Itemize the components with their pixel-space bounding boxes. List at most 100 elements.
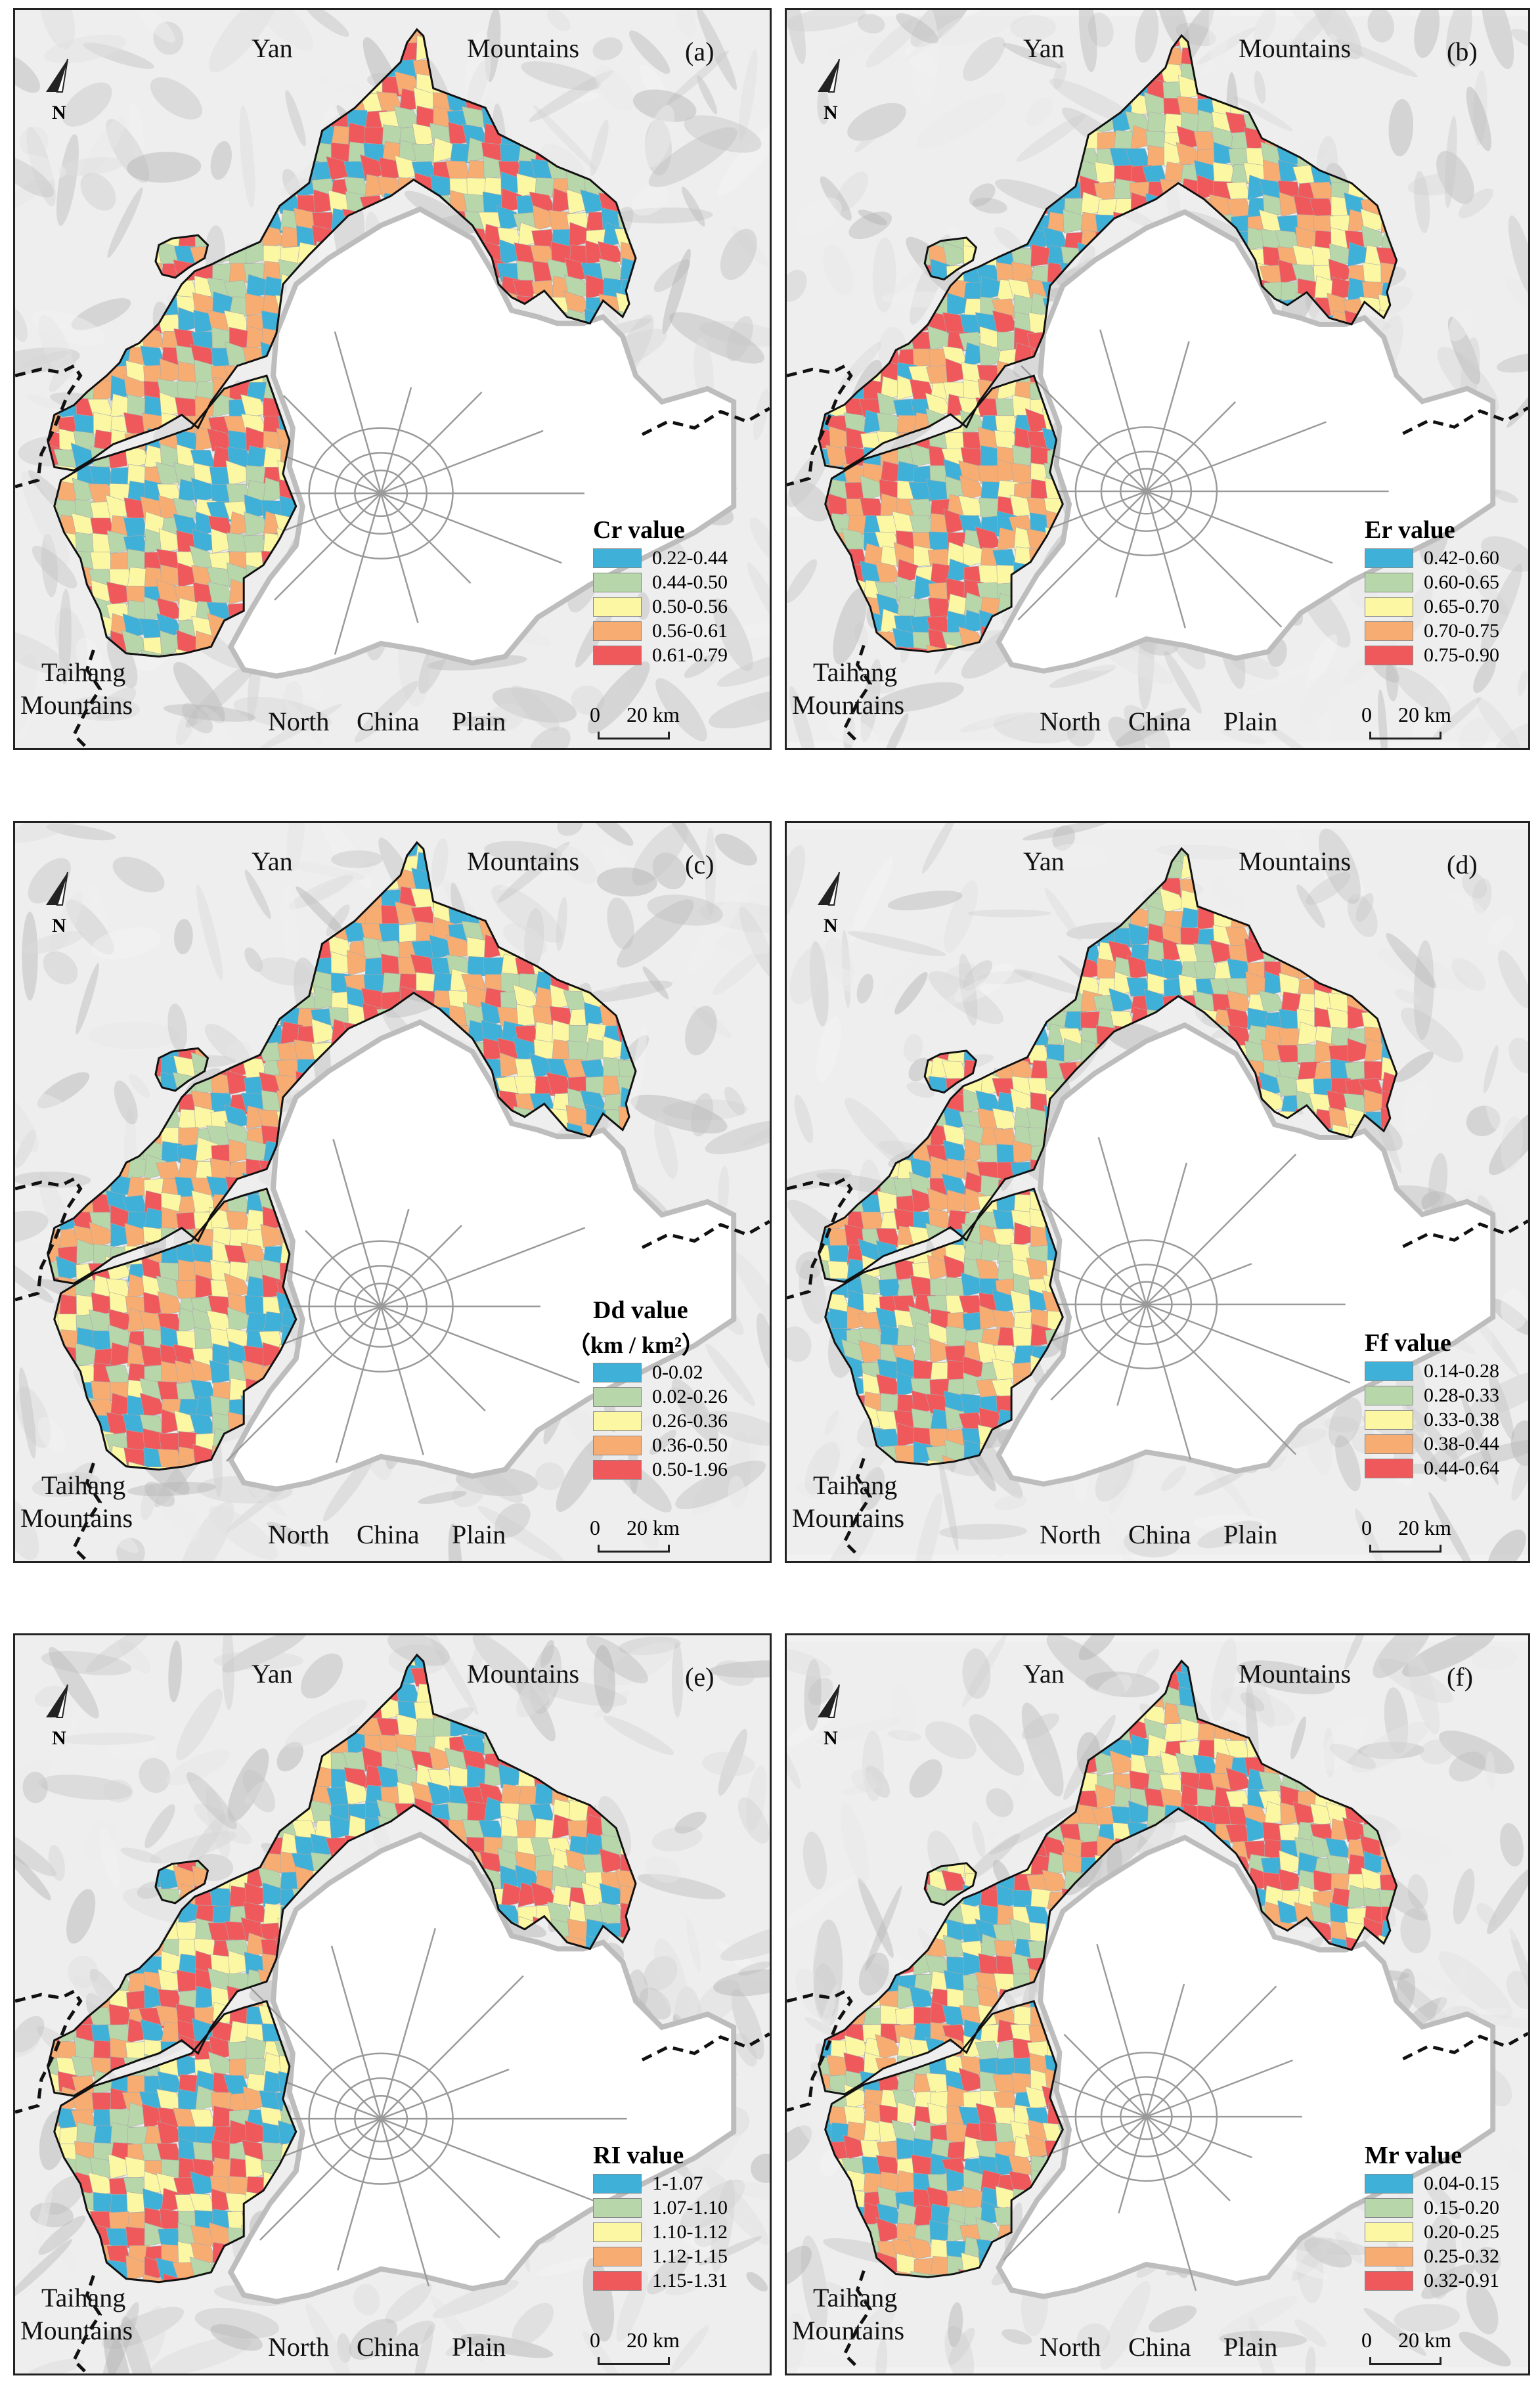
legend-swatch-red (593, 1459, 642, 1480)
region-boundary (154, 1859, 209, 1905)
province-boundary (641, 407, 770, 436)
yan-label: Yan (252, 1659, 293, 1689)
legend-swatch-green (1365, 1385, 1413, 1405)
mountains-label: Mountains (1239, 33, 1352, 63)
north-arrow-icon: N (814, 869, 854, 937)
legend-swatch-yellow (593, 596, 642, 617)
region-boundary (824, 1187, 1064, 1466)
legend-row: 0.20-0.25 (1365, 2220, 1499, 2244)
legend-row: 0.65-0.70 (1365, 594, 1499, 619)
legend-swatch-blue (593, 1362, 642, 1382)
legend-swatch-green (593, 2197, 642, 2218)
legend-row: 0.75-0.90 (1365, 643, 1499, 667)
map-canvas (787, 823, 1528, 1561)
region-boundary (923, 236, 977, 281)
region-boundary (824, 374, 1064, 653)
legend-row: 1.12-1.15 (593, 2244, 728, 2268)
legend-row: 0.26-0.36 (567, 1409, 728, 1433)
legend-swatch-yellow (593, 1411, 642, 1431)
legend: RI value 1-1.07 1.07-1.10 1.10-1.12 1.12… (593, 2141, 728, 2293)
china-label: China (1128, 1520, 1191, 1549)
legend-swatch-orange (593, 621, 642, 641)
legend-swatch-orange (593, 1435, 642, 1455)
region-boundary (47, 1653, 637, 2097)
province-boundary (15, 1989, 83, 2114)
legend-row: 0.70-0.75 (1365, 619, 1499, 643)
plain-label: Plain (1223, 707, 1278, 736)
taihang-label: Taihang (41, 1470, 126, 1500)
north-arrow-icon: N (814, 1681, 854, 1749)
north-label: North (268, 2332, 330, 2362)
plain-label: Plain (452, 707, 506, 736)
region-boundary (824, 2000, 1064, 2278)
legend-title: RI value (593, 2142, 684, 2169)
legend-swatch-green (1365, 2197, 1413, 2218)
map-panel-d: N Yan Mountains (d) Taihang Mountains No… (785, 821, 1530, 1563)
legend-row: 1.10-1.12 (593, 2220, 728, 2244)
legend: Mr value 0.04-0.15 0.15-0.20 0.20-0.25 0… (1365, 2141, 1499, 2293)
province-boundary (72, 2275, 102, 2373)
legend-row: 0.56-0.61 (593, 619, 728, 643)
region-boundary (923, 1049, 977, 1094)
legend-title: Er value (1365, 516, 1455, 544)
taihang-mountains-label: Mountains (20, 690, 133, 720)
mountains-label: Mountains (1239, 847, 1352, 876)
legend-row: 0.04-0.15 (1365, 2171, 1499, 2196)
north-label: North (1040, 1520, 1101, 1549)
region-boundary (53, 374, 297, 658)
legend-swatch-red (1365, 645, 1413, 665)
panel-letter: (a) (685, 37, 715, 66)
legend-swatch-blue (593, 548, 642, 568)
legend-row: 0.33-0.38 (1365, 1407, 1499, 1432)
legend-swatch-green (1365, 572, 1413, 592)
taihang-mountains-label: Mountains (20, 1503, 133, 1533)
legend-title: Ff value (1365, 1329, 1451, 1357)
legend-swatch-red (1365, 2270, 1413, 2291)
north-label: North (1040, 2332, 1101, 2362)
road-network (146, 331, 584, 655)
map-canvas (787, 1635, 1528, 2373)
north-arrow-icon: N (43, 869, 82, 937)
legend-row: 0.42-0.60 (1365, 546, 1499, 570)
map-panel-b: N Yan Mountains (b) Taihang Mountains No… (785, 8, 1530, 750)
region-boundary (53, 2000, 297, 2284)
province-boundary (843, 2270, 873, 2369)
yan-label: Yan (252, 847, 293, 876)
region-boundary (923, 1862, 977, 1907)
north-label: North (268, 1520, 330, 1549)
legend-swatch-yellow (1365, 596, 1413, 617)
province-boundary (15, 363, 83, 489)
legend-row: 0-0.02 (567, 1360, 728, 1384)
region-boundary (47, 841, 637, 1285)
china-label: China (357, 2332, 420, 2362)
legend-swatch-green (593, 572, 642, 592)
province-boundary (641, 2032, 770, 2062)
legend-swatch-blue (1365, 548, 1413, 568)
province-boundary (1402, 1219, 1528, 1248)
legend-row: 1-1.07 (593, 2171, 728, 2196)
legend-row: 0.60-0.65 (1365, 570, 1499, 594)
legend-row: 0.61-0.79 (593, 643, 728, 667)
province-boundary (72, 650, 102, 748)
map-panel-e: N Yan Mountains (e) Taihang Mountains No… (13, 1633, 772, 2375)
map-panel-c: N Yan Mountains (c) Taihang Mountains No… (13, 821, 772, 1563)
legend-swatch-orange (1365, 2246, 1413, 2266)
map-panel-f: N Yan Mountains (f) Taihang Mountains No… (785, 1633, 1530, 2375)
legend-row: 0.44-0.64 (1365, 1456, 1499, 1480)
region-boundary (53, 1187, 297, 1471)
legend: Ff value 0.14-0.28 0.28-0.33 0.33-0.38 0… (1365, 1329, 1499, 1480)
taihang-mountains-label: Mountains (792, 1503, 905, 1533)
legend-swatch-red (593, 2270, 642, 2291)
plain-label: Plain (1223, 2332, 1278, 2362)
legend-title: Mr value (1365, 2142, 1463, 2169)
legend-swatch-blue (1365, 1361, 1413, 1381)
panel-letter: (e) (685, 1662, 715, 1692)
taihang-label: Taihang (813, 657, 898, 687)
taihang-label: Taihang (813, 1470, 898, 1500)
province-boundary (843, 644, 873, 743)
province-boundary (787, 1989, 853, 2112)
north-label: North (1040, 707, 1101, 736)
legend-row: 0.32-0.91 (1365, 2268, 1499, 2293)
north-arrow-icon: N (43, 1681, 82, 1749)
mountains-label: Mountains (467, 33, 580, 63)
